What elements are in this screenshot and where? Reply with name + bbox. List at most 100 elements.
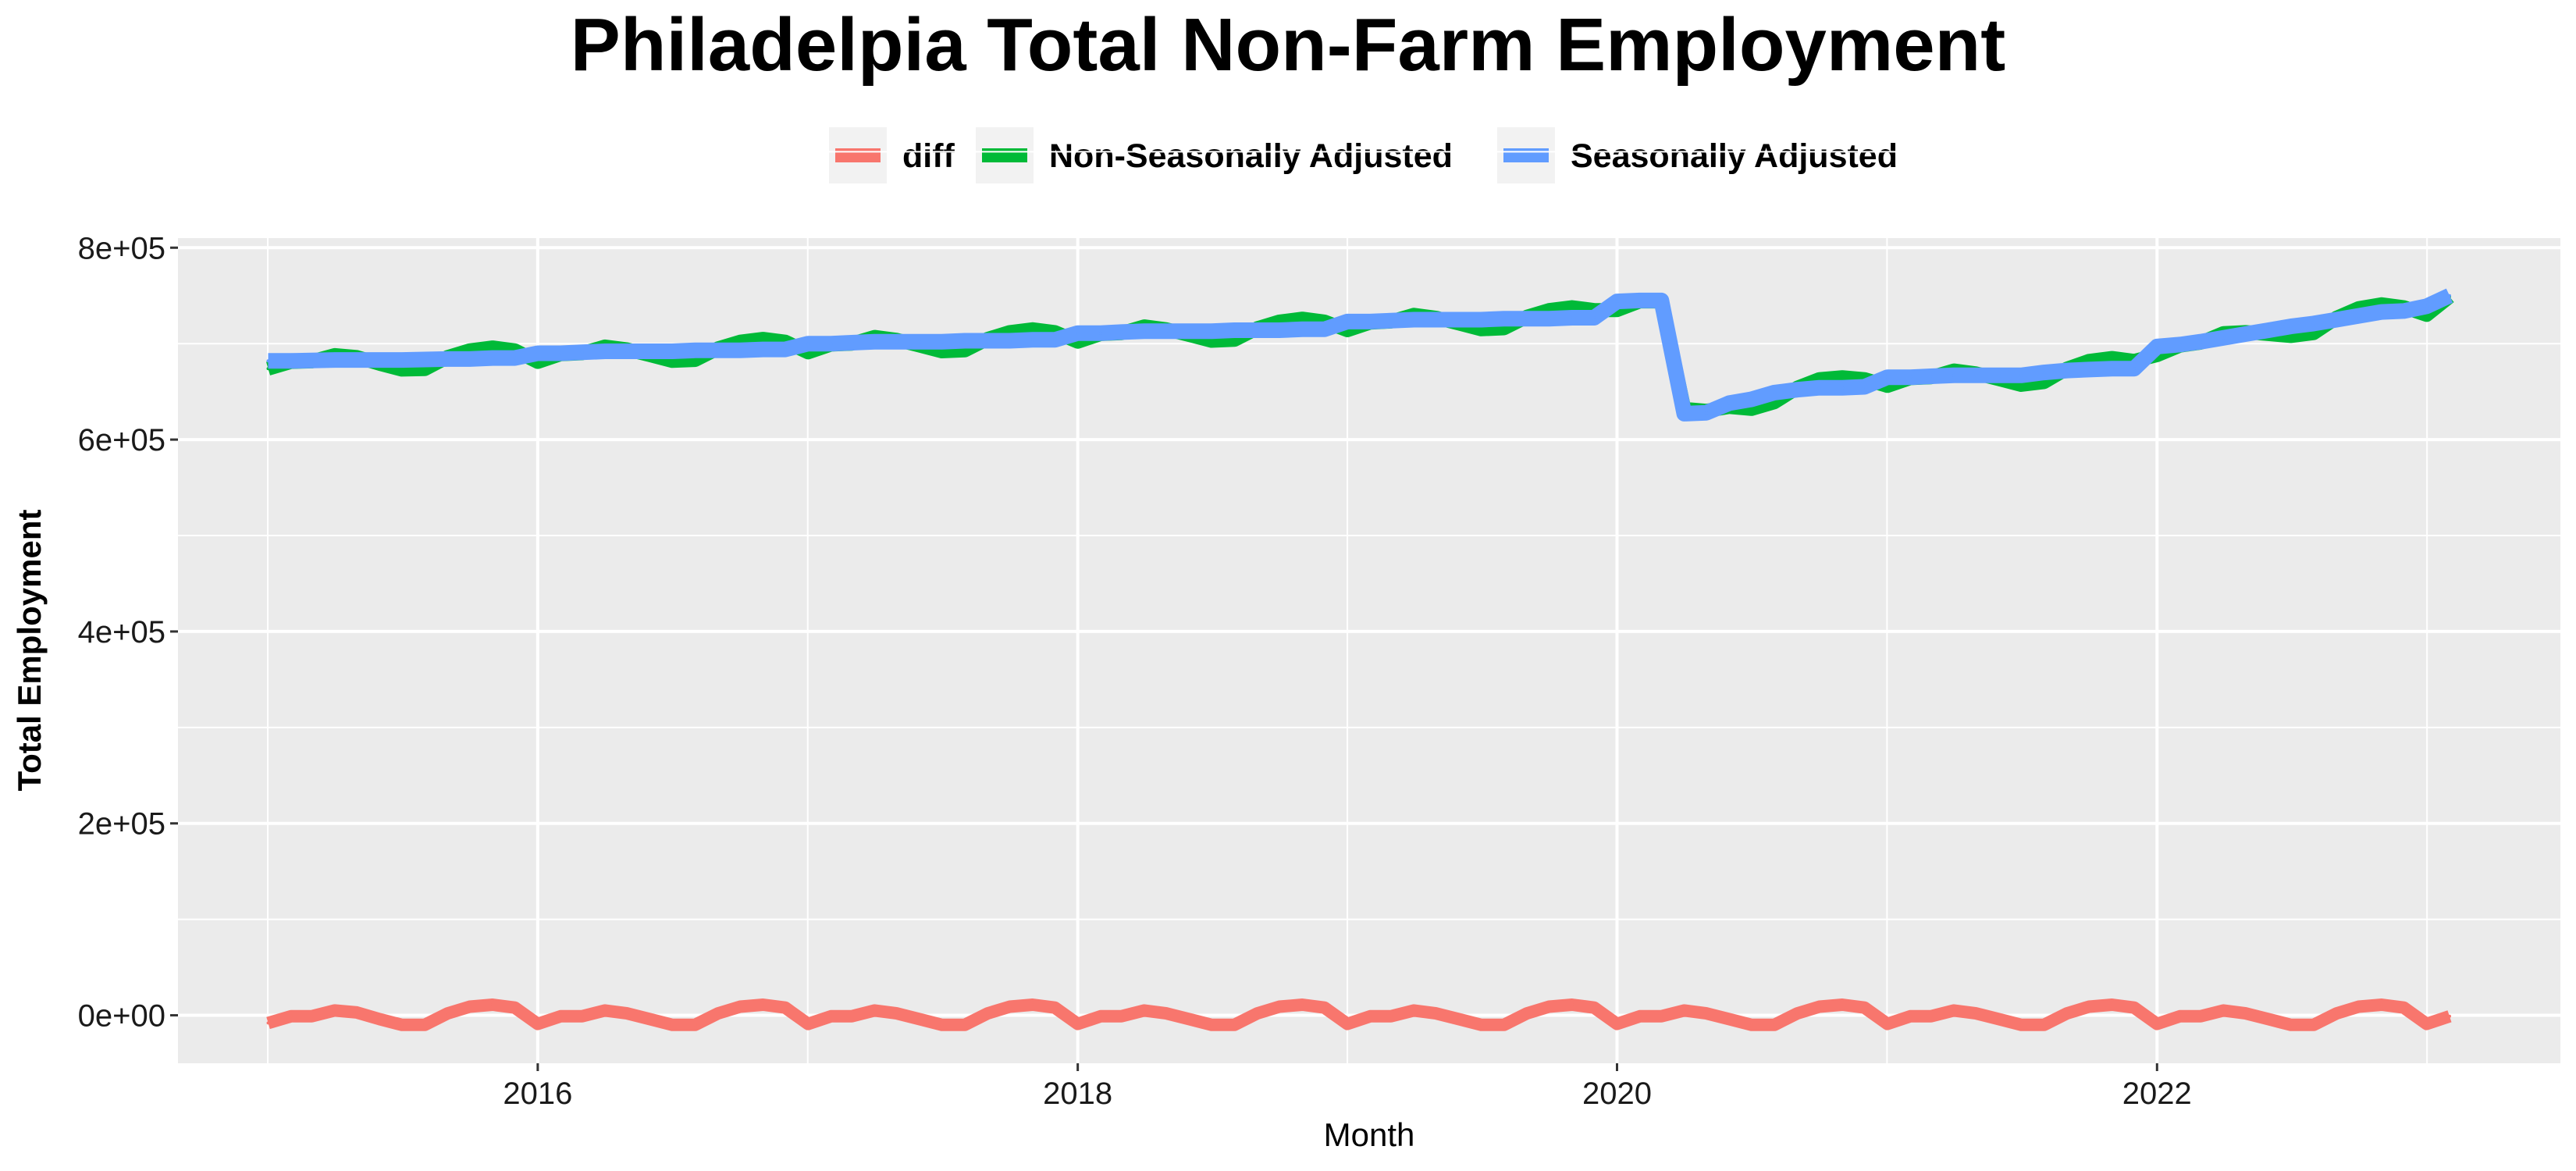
data-point-seasonally-adjusted xyxy=(2267,329,2271,332)
data-point-diff xyxy=(940,1023,944,1027)
data-point-diff xyxy=(1412,1009,1416,1013)
data-point-diff xyxy=(1817,1005,1821,1009)
data-point-non-seasonally-adjusted xyxy=(400,368,404,372)
legend-item-non-seasonally-adjusted: Non-Seasonally Adjusted xyxy=(976,127,1453,183)
data-point-seasonally-adjusted xyxy=(625,350,629,353)
data-point-diff xyxy=(400,1023,404,1027)
data-point-diff xyxy=(2357,1005,2361,1009)
data-point-seasonally-adjusted xyxy=(2065,368,2069,372)
data-point-diff xyxy=(1682,1009,1686,1013)
data-point-non-seasonally-adjusted xyxy=(423,367,427,371)
data-point-seasonally-adjusted xyxy=(1165,329,1169,333)
data-point-diff xyxy=(2311,1023,2315,1027)
data-point-diff xyxy=(378,1017,382,1021)
data-point-seasonally-adjusted xyxy=(806,342,810,346)
data-point-non-seasonally-adjusted xyxy=(2042,380,2046,384)
data-point-seasonally-adjusted xyxy=(2311,322,2315,326)
data-point-diff xyxy=(1547,1005,1551,1009)
data-point-seasonally-adjusted xyxy=(2222,336,2226,340)
x-axis-title: Month xyxy=(1324,1116,1415,1153)
data-point-diff xyxy=(1030,1003,1034,1006)
data-point-seasonally-adjusted xyxy=(1119,330,1123,334)
data-point-diff xyxy=(671,1023,674,1027)
data-point-seasonally-adjusted xyxy=(1660,298,1663,302)
data-point-diff xyxy=(962,1023,966,1027)
data-point-diff xyxy=(1255,1012,1259,1016)
data-point-non-seasonally-adjusted xyxy=(1479,327,1483,331)
data-point-diff xyxy=(986,1012,990,1016)
legend-label: Seasonally Adjusted xyxy=(1571,137,1898,175)
data-point-seasonally-adjusted xyxy=(1909,376,1912,379)
data-point-seasonally-adjusted xyxy=(333,358,336,362)
data-point-seasonally-adjusted xyxy=(1929,375,1933,378)
data-point-seasonally-adjusted xyxy=(940,340,944,343)
data-point-diff xyxy=(2199,1014,2203,1018)
data-point-diff xyxy=(1841,1003,1845,1006)
legend-item-seasonally-adjusted: Seasonally Adjusted xyxy=(1497,127,1898,183)
data-point-diff xyxy=(1142,1009,1146,1013)
data-point-seasonally-adjusted xyxy=(1727,401,1731,405)
data-point-diff xyxy=(1592,1005,1596,1009)
data-point-non-seasonally-adjusted xyxy=(761,337,765,341)
x-tick-label: 2022 xyxy=(2122,1077,2192,1111)
data-point-seasonally-adjusted xyxy=(1570,316,1574,319)
data-point-diff xyxy=(1570,1003,1574,1006)
data-point-diff xyxy=(2243,1012,2247,1016)
data-point-seasonally-adjusted xyxy=(1974,373,1978,377)
data-point-seasonally-adjusted xyxy=(829,342,833,346)
data-point-seasonally-adjusted xyxy=(1885,376,1889,379)
y-tick-label: 4e+05 xyxy=(78,615,165,650)
data-point-diff xyxy=(1346,1022,1350,1026)
data-point-seasonally-adjusted xyxy=(2402,309,2406,313)
data-point-seasonally-adjusted xyxy=(2042,371,2046,375)
legend-item-diff: diff xyxy=(829,127,955,183)
data-point-seasonally-adjusted xyxy=(310,358,314,362)
y-tick-label: 6e+05 xyxy=(78,423,165,457)
data-point-non-seasonally-adjusted xyxy=(1278,319,1281,323)
data-point-diff xyxy=(603,1009,607,1013)
data-point-seasonally-adjusted xyxy=(2425,304,2428,308)
data-point-diff xyxy=(1863,1005,1866,1009)
data-point-seasonally-adjusted xyxy=(850,341,854,344)
data-point-seasonally-adjusted xyxy=(1346,319,1350,323)
data-point-diff xyxy=(289,1014,293,1018)
data-point-diff xyxy=(2335,1012,2339,1016)
data-point-seasonally-adjusted xyxy=(1053,338,1057,342)
series-line-diff xyxy=(266,998,2452,1031)
data-point-diff xyxy=(310,1014,314,1018)
data-point-diff xyxy=(1929,1014,1933,1018)
data-point-seasonally-adjusted xyxy=(289,359,293,363)
data-point-seasonally-adjusted xyxy=(895,340,898,343)
data-point-diff xyxy=(1997,1017,2001,1021)
data-point-seasonally-adjusted xyxy=(1638,298,1642,302)
data-point-seasonally-adjusted xyxy=(1841,386,1845,390)
data-point-diff xyxy=(1099,1014,1102,1018)
data-point-seasonally-adjusted xyxy=(2357,314,2361,318)
data-point-non-seasonally-adjusted xyxy=(1233,338,1236,342)
data-point-diff xyxy=(1773,1023,1777,1027)
data-point-diff xyxy=(1727,1017,1731,1021)
data-point-non-seasonally-adjusted xyxy=(1300,317,1304,321)
data-point-diff xyxy=(1210,1023,1213,1027)
data-point-seasonally-adjusted xyxy=(535,351,539,355)
data-point-non-seasonally-adjusted xyxy=(1210,339,1213,343)
legend-label: diff xyxy=(902,137,955,175)
data-point-diff xyxy=(918,1017,922,1021)
data-point-diff xyxy=(266,1021,270,1025)
series-line-seasonally-adjusted xyxy=(268,288,2453,422)
data-point-seasonally-adjusted xyxy=(1863,385,1866,389)
data-point-diff xyxy=(423,1023,427,1027)
data-point-seasonally-adjusted xyxy=(491,356,495,360)
data-point-diff xyxy=(1434,1012,1438,1016)
data-point-seasonally-adjusted xyxy=(2448,294,2451,297)
data-point-seasonally-adjusted xyxy=(2243,332,2247,336)
data-point-seasonally-adjusted xyxy=(1008,339,1012,343)
data-point-non-seasonally-adjusted xyxy=(1008,330,1012,334)
series-seasonally-adjusted xyxy=(266,288,2453,422)
data-point-diff xyxy=(1525,1012,1528,1016)
chart-title: Philadelpia Total Non-Farm Employment xyxy=(571,3,2005,87)
data-point-seasonally-adjusted xyxy=(1030,338,1034,342)
data-point-non-seasonally-adjusted xyxy=(2087,359,2091,363)
data-point-seasonally-adjusted xyxy=(559,351,563,355)
data-point-diff xyxy=(2402,1005,2406,1009)
